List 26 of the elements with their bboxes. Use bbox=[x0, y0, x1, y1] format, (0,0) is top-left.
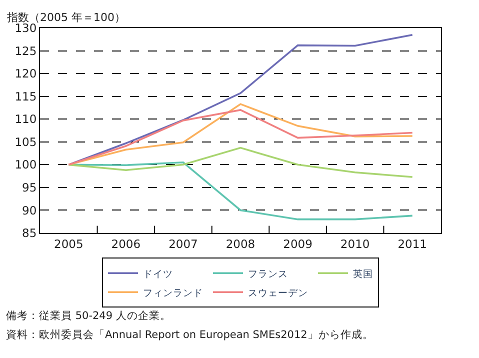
y-tick-label: 105 bbox=[14, 134, 37, 149]
y-tick-label: 115 bbox=[14, 89, 37, 104]
y-tick-label: 85 bbox=[22, 226, 37, 240]
x-tick-label: 2005 bbox=[54, 236, 84, 251]
legend-label: ドイツ bbox=[143, 268, 173, 280]
y-tick-label: 95 bbox=[22, 180, 37, 194]
x-tick-label: 2010 bbox=[340, 236, 370, 251]
x-tick-label: 2008 bbox=[226, 236, 256, 251]
x-tick-label: 2007 bbox=[168, 236, 198, 251]
legend-label: フィンランド bbox=[143, 288, 203, 299]
y-tick-label: 90 bbox=[22, 203, 37, 218]
legend-label: フランス bbox=[248, 268, 288, 280]
legend-label: スウェーデン bbox=[248, 288, 308, 299]
text: 備考：従業員 50-249 人の企業。 bbox=[6, 309, 171, 322]
x-tick-label: 2009 bbox=[283, 236, 312, 251]
y-tick-label: 130 bbox=[14, 21, 37, 36]
line-series bbox=[68, 146, 414, 178]
x-tick-label: 2006 bbox=[111, 236, 141, 251]
y-tick-label: 120 bbox=[14, 66, 37, 81]
y-tick-label: 125 bbox=[14, 44, 37, 58]
x-tick-label: 2011 bbox=[398, 236, 427, 251]
text: 資料：欧州委員会「Annual Report on European SMEs2012」から作成。 bbox=[6, 328, 374, 341]
y-axis-title: 指数（2005 年＝100） bbox=[6, 11, 126, 24]
legend-label: 英国 bbox=[353, 268, 373, 280]
y-tick-label: 110 bbox=[14, 112, 37, 126]
y-tick-label: 100 bbox=[14, 158, 37, 172]
